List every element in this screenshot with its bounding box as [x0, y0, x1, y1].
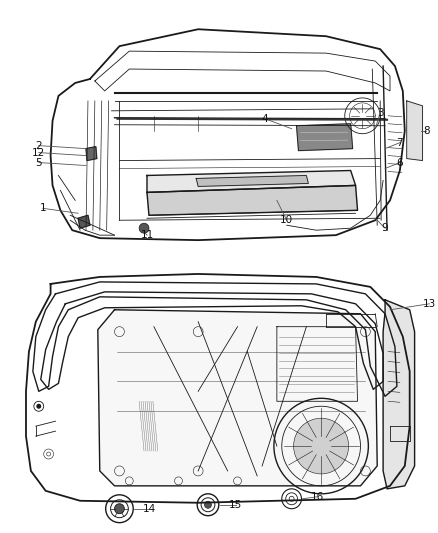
Text: 1: 1 — [39, 203, 46, 213]
Text: 10: 10 — [280, 215, 293, 225]
Text: 12: 12 — [32, 148, 46, 158]
Polygon shape — [196, 175, 308, 187]
Polygon shape — [86, 147, 97, 160]
Circle shape — [139, 223, 149, 233]
Polygon shape — [98, 310, 377, 486]
Circle shape — [293, 418, 349, 474]
Polygon shape — [297, 124, 353, 151]
Polygon shape — [78, 215, 90, 228]
Circle shape — [36, 404, 41, 409]
Polygon shape — [147, 185, 357, 215]
Text: 14: 14 — [142, 504, 155, 514]
Text: 2: 2 — [35, 141, 42, 151]
Circle shape — [114, 504, 124, 514]
Text: 11: 11 — [140, 230, 154, 240]
Text: 15: 15 — [229, 500, 242, 510]
Polygon shape — [383, 300, 415, 489]
Text: 16: 16 — [311, 492, 324, 502]
Text: 3: 3 — [377, 108, 384, 118]
Text: 5: 5 — [35, 158, 42, 167]
Polygon shape — [147, 171, 356, 192]
Text: 6: 6 — [396, 158, 403, 167]
Text: 7: 7 — [396, 138, 403, 148]
Text: 4: 4 — [262, 114, 268, 124]
Circle shape — [205, 501, 212, 508]
Text: 9: 9 — [382, 223, 389, 233]
Polygon shape — [407, 101, 423, 160]
Text: 13: 13 — [423, 299, 436, 309]
Text: 8: 8 — [423, 126, 430, 136]
